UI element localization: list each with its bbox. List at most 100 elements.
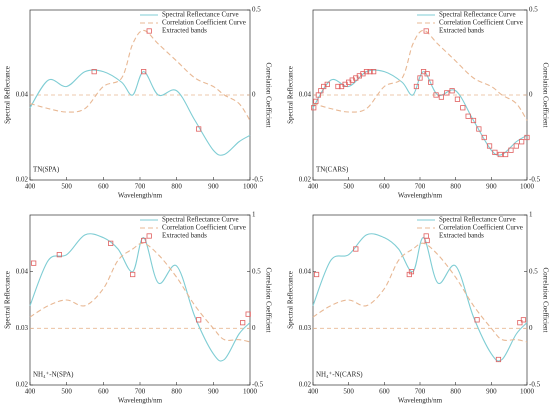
- legend-label: Correlation Coefficient Curve: [162, 224, 246, 232]
- panel-label: TN(CARS): [316, 166, 349, 174]
- y-axis-title: Spectral Reflectance: [4, 66, 12, 124]
- extracted-band: [474, 317, 480, 323]
- legend-label: Extracted bands: [439, 232, 484, 240]
- reflectance-curve: [312, 69, 528, 156]
- extracted-band: [470, 117, 477, 124]
- x-tick-label: 800: [171, 183, 182, 191]
- extracted-band: [428, 79, 434, 85]
- y2-tick-label: -0.5: [529, 381, 541, 389]
- y-tick-label: 0.04: [299, 267, 312, 275]
- y2-axis-title: Correlation Coefficient: [541, 63, 549, 128]
- y-tick-label: 0.02: [16, 176, 29, 184]
- legend-label: Correlation Coefficient Curve: [439, 224, 523, 232]
- y-tick-label: 0.02: [299, 381, 312, 389]
- legend-label: Spectral Reflectance Curve: [162, 216, 239, 224]
- extracted-band: [31, 260, 37, 266]
- y-tick-label: 0.03: [16, 324, 29, 332]
- extracted-band: [476, 126, 482, 132]
- legend-marker: [146, 28, 152, 34]
- y-tick-label: 0.02: [299, 176, 312, 184]
- reflectance-curve: [29, 233, 251, 362]
- extracted-band: [91, 69, 97, 75]
- extracted-band: [141, 237, 147, 244]
- legend-label: Spectral Reflectance Curve: [439, 216, 516, 224]
- extracted-band: [486, 143, 493, 149]
- extracted-band: [130, 271, 136, 278]
- extracted-band: [520, 317, 527, 323]
- extracted-band: [449, 88, 455, 94]
- extracted-band: [240, 320, 246, 326]
- legend-label: Extracted bands: [162, 232, 207, 240]
- extracted-band: [413, 83, 420, 90]
- x-tick-label: 600: [379, 388, 390, 396]
- y-tick-label: 0.04: [16, 267, 29, 275]
- legend-marker: [423, 28, 429, 34]
- extracted-band: [313, 98, 319, 104]
- x-tick-label: 600: [379, 183, 390, 191]
- legend-label: Spectral Reflectance Curve: [439, 11, 516, 19]
- y2-tick-label: 0: [252, 91, 256, 99]
- x-tick-label: 400: [25, 183, 36, 191]
- x-tick-label: 900: [208, 388, 219, 396]
- extracted-band: [141, 69, 147, 75]
- x-tick-label: 900: [486, 388, 497, 396]
- y2-tick-label: -0.5: [252, 381, 264, 389]
- extracted-band: [433, 92, 439, 98]
- y-tick-label: 0.02: [16, 381, 29, 389]
- extracted-band: [502, 151, 509, 158]
- y2-tick-label: 0: [252, 324, 256, 332]
- x-tick-label: 500: [343, 388, 354, 396]
- extracted-band: [424, 71, 430, 77]
- x-tick-label: 600: [98, 183, 109, 191]
- extracted-band: [56, 252, 62, 258]
- extracted-band: [353, 246, 359, 252]
- extracted-band: [371, 69, 377, 75]
- extracted-band: [367, 69, 373, 75]
- x-tick-label: 800: [450, 388, 461, 396]
- x-tick-label: 800: [450, 183, 461, 191]
- x-axis-title: Wavelength/nm: [118, 192, 163, 200]
- x-tick-label: 1000: [243, 183, 258, 191]
- extracted-band: [313, 271, 320, 278]
- x-tick-label: 500: [61, 388, 72, 396]
- extracted-band: [363, 69, 370, 75]
- x-axis-title: Wavelength/nm: [398, 192, 443, 200]
- extracted-band: [495, 356, 502, 363]
- extracted-band: [196, 126, 202, 132]
- y2-axis-title: Correlation Coefficient: [264, 63, 272, 128]
- extracted-band: [513, 143, 519, 149]
- extracted-band: [417, 75, 423, 81]
- reflectance-curve: [312, 233, 528, 362]
- correlation-curve: [312, 242, 528, 343]
- extracted-band: [311, 105, 317, 111]
- extracted-band: [196, 317, 202, 323]
- x-tick-label: 400: [25, 388, 36, 396]
- extracted-band: [245, 311, 251, 317]
- x-tick-label: 500: [343, 183, 354, 191]
- x-tick-label: 400: [308, 388, 319, 396]
- correlation-curve: [29, 29, 251, 121]
- y-tick-label: 0.04: [299, 91, 312, 99]
- x-tick-label: 700: [415, 183, 426, 191]
- x-tick-label: 800: [171, 388, 182, 396]
- extracted-band: [444, 90, 450, 96]
- y2-tick-label: 0.5: [529, 6, 538, 14]
- extracted-band: [524, 134, 530, 141]
- extracted-band: [335, 83, 341, 90]
- extracted-band: [454, 96, 461, 102]
- extracted-band: [108, 240, 114, 246]
- correlation-curve: [312, 29, 528, 121]
- y2-tick-label: 0.5: [252, 6, 261, 14]
- extracted-band: [438, 94, 445, 100]
- y-tick-label: 0.04: [16, 91, 29, 99]
- x-tick-label: 500: [61, 183, 72, 191]
- extracted-band: [481, 134, 487, 141]
- x-tick-label: 900: [486, 183, 497, 191]
- y-axis-title: Spectral Reflectance: [4, 271, 12, 329]
- x-axis-title: Wavelength/nm: [398, 397, 443, 405]
- extracted-band: [492, 149, 498, 155]
- y-axis-title: Spectral Reflectance: [287, 66, 295, 124]
- x-tick-label: 1000: [243, 388, 258, 396]
- panel-label: NH₄⁺-N(CARS): [316, 371, 363, 379]
